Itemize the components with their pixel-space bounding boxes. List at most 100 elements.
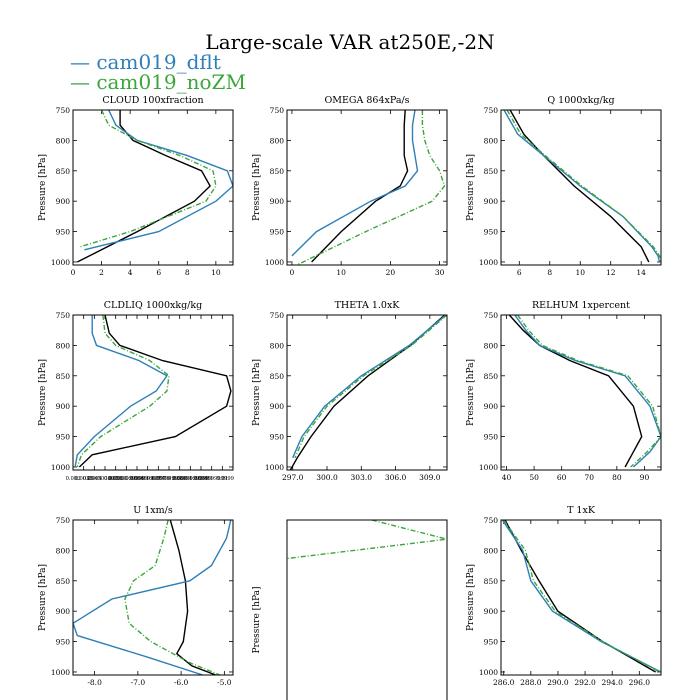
x-tick-label: -6.0 <box>174 678 189 687</box>
y-tick-label: 900 <box>56 607 71 616</box>
x-tick-label: 10 <box>211 268 221 277</box>
plot-frame <box>286 519 448 700</box>
x-tick-label: 0.006499999999 <box>125 476 170 482</box>
y-tick-label: 900 <box>484 607 499 616</box>
series-line-noZM <box>124 520 221 675</box>
x-tick-label: 6 <box>156 268 161 277</box>
panel-title: RELHUM 1xpercent <box>532 300 630 311</box>
y-tick-label: 1000 <box>265 258 284 267</box>
y-tick-label: 1000 <box>479 258 498 267</box>
y-tick-label: 750 <box>56 311 71 320</box>
panel-2: Q 1000xkg/kg Pressure [hPa] 750 800 850 900 95… <box>466 95 662 277</box>
y-tick-label: 850 <box>484 372 499 381</box>
x-tick-label: 6 <box>517 268 522 277</box>
series-line-dflt <box>501 520 661 673</box>
x-tick-label: 0.01 <box>217 476 229 482</box>
panel-1: OMEGA 864xPa/s Pressure [hPa] 750 800 850 900… <box>252 95 448 277</box>
series-line-obs <box>508 315 643 468</box>
series-line-obs <box>78 315 232 468</box>
series-line-obs <box>169 520 216 675</box>
x-tick-label: 286.0 <box>493 678 515 687</box>
series-line-noZM <box>517 315 661 468</box>
plot-frame <box>500 519 662 676</box>
x-tick-label: -7.0 <box>131 678 146 687</box>
y-tick-label: 850 <box>56 372 71 381</box>
x-tick-label: 0.004500000001 <box>83 476 128 482</box>
series-line-obs <box>509 110 650 263</box>
y-tick-label: 950 <box>56 228 71 237</box>
figure-title: Large-scale VAR at250E,-2N <box>205 30 495 54</box>
panel-title: OMEGA 864xPa/s <box>324 95 409 106</box>
x-tick-label: -8.0 <box>87 678 102 687</box>
series-line-noZM <box>76 315 170 468</box>
x-tick-label: 2 <box>99 268 104 277</box>
legend-swatch-dflt: — <box>70 50 97 74</box>
y-axis-label: Pressure [hPa] <box>38 154 48 221</box>
y-axis-label: Pressure [hPa] <box>38 359 48 426</box>
y-tick-label: 750 <box>484 516 499 525</box>
series-line-noZM <box>79 110 217 248</box>
y-axis-label: Pressure [hPa] <box>38 564 48 631</box>
series-line-dflt <box>74 315 168 468</box>
y-axis-label: Pressure [hPa] <box>466 154 476 221</box>
plot-frame <box>286 314 448 471</box>
panel-0: CLOUD 100xfraction Pressure [hPa] 750 800 85… <box>38 95 234 277</box>
x-tick-label: 0 <box>290 268 295 277</box>
x-tick-label: 20 <box>386 268 396 277</box>
y-axis-label: Pressure [hPa] <box>466 564 476 631</box>
y-tick-label: 900 <box>484 402 499 411</box>
plot-frame <box>72 109 234 266</box>
y-axis-label: Pressure [hPa] <box>252 359 262 426</box>
y-axis-label: Pressure [hPa] <box>466 359 476 426</box>
x-tick-label: 8 <box>547 268 552 277</box>
y-tick-label: 850 <box>56 577 71 586</box>
x-tick-label: 90 <box>640 473 650 482</box>
panel-title: CLDLIQ 1000xkg/kg <box>104 300 202 311</box>
x-tick-label: 0.009499999999 <box>189 476 234 482</box>
y-tick-label: 850 <box>270 167 285 176</box>
y-tick-label: 900 <box>56 197 71 206</box>
x-tick-label: 296.0 <box>629 678 651 687</box>
y-tick-label: 950 <box>56 433 71 442</box>
y-tick-label: 750 <box>270 106 285 115</box>
y-tick-label: 950 <box>56 638 71 647</box>
y-tick-label: 950 <box>270 228 285 237</box>
legend: — cam019_dflt — cam019_noZM <box>70 52 246 92</box>
y-tick-label: 950 <box>484 228 499 237</box>
x-tick-label: 14 <box>636 268 646 277</box>
series-line-dflt <box>84 110 233 251</box>
series-line-obs <box>504 520 656 673</box>
x-tick-label: 10 <box>575 268 585 277</box>
y-tick-label: 950 <box>484 433 499 442</box>
x-tick-label: 288.0 <box>520 678 542 687</box>
y-tick-label: 900 <box>56 402 71 411</box>
plot-frame <box>72 314 234 471</box>
y-tick-label: 900 <box>270 402 285 411</box>
x-tick-label: 303.0 <box>351 473 373 482</box>
plot-frame <box>72 519 234 676</box>
y-tick-label: 1000 <box>479 463 498 472</box>
y-tick-label: 750 <box>484 311 499 320</box>
plot-frame <box>500 109 662 266</box>
panel-title: U 1xm/s <box>133 505 173 516</box>
x-tick-label: 290.0 <box>547 678 569 687</box>
series-line-noZM <box>506 110 661 263</box>
x-tick-label: 10 <box>336 268 346 277</box>
series-line-dflt <box>292 315 447 459</box>
x-tick-label: 0.0035 <box>75 476 93 482</box>
x-tick-label: -5.0 <box>217 678 232 687</box>
y-tick-label: 900 <box>484 197 499 206</box>
legend-item-noZM: — cam019_noZM <box>70 72 246 92</box>
panel-7: Pressure [hPa] <box>252 519 448 700</box>
x-tick-label: 70 <box>585 473 595 482</box>
y-axis-label: Pressure [hPa] <box>252 154 262 221</box>
y-tick-label: 1000 <box>51 463 70 472</box>
series-line-dflt <box>514 315 661 468</box>
y-tick-label: 800 <box>484 546 499 555</box>
panel-title: THETA 1.0xK <box>335 300 401 311</box>
legend-item-dflt: — cam019_dflt <box>70 52 246 72</box>
y-tick-label: 800 <box>484 341 499 350</box>
y-tick-label: 950 <box>484 638 499 647</box>
